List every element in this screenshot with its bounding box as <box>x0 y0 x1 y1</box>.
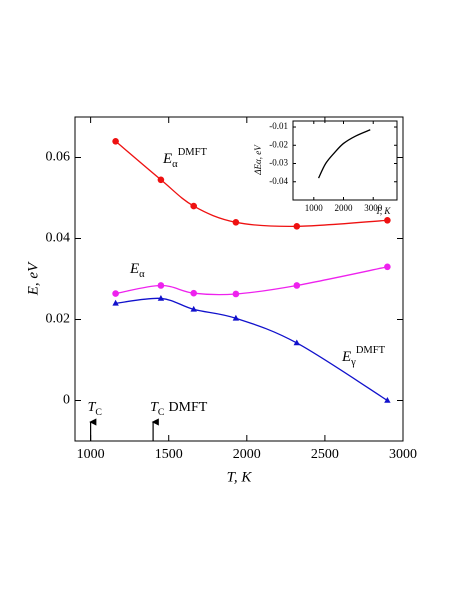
point <box>293 223 301 230</box>
label-suffix: DMFT <box>168 400 207 415</box>
series-label: TC DMFT <box>150 400 208 418</box>
point <box>293 339 300 346</box>
point <box>232 290 240 298</box>
x-tick-label: 2500 <box>311 447 339 462</box>
series-label: TC <box>88 400 102 418</box>
point <box>112 290 119 297</box>
label-sup: DMFT <box>178 147 208 158</box>
x-tick-label: 2000 <box>233 447 261 462</box>
point <box>293 282 301 289</box>
point <box>157 282 165 289</box>
plot-frame <box>292 120 398 201</box>
x-tick-label: 1500 <box>155 447 183 462</box>
label-main: T <box>88 400 97 415</box>
point <box>384 397 391 403</box>
series-label: EγDMFT <box>341 345 386 368</box>
point <box>190 202 198 210</box>
y-axis-label: ΔEα, eV <box>253 144 263 176</box>
y-tick-label: 0.04 <box>46 231 71 246</box>
y-tick-label: -0.03 <box>269 158 288 168</box>
x-axis-label: T, K <box>227 469 253 485</box>
point <box>232 219 240 226</box>
y-tick-label: -0.02 <box>269 139 288 149</box>
point <box>157 176 165 184</box>
x-tick-label: 3000 <box>364 203 383 213</box>
label-main: E <box>341 349 351 365</box>
x-tick-label: 3000 <box>389 447 417 462</box>
x-axis-label: T, K <box>376 206 392 216</box>
series-label: EαDMFT <box>162 147 207 170</box>
y-axis-label: E, eV <box>25 261 41 296</box>
label-sub: α <box>139 269 145 280</box>
x-tick-label: 1000 <box>305 203 324 213</box>
plot-frame <box>74 116 404 442</box>
x-tick-label: 1000 <box>77 447 105 462</box>
label-sup: DMFT <box>356 345 386 356</box>
point <box>190 305 197 312</box>
point <box>190 289 198 297</box>
y-tick-label: 0.06 <box>46 150 71 165</box>
point <box>157 294 165 301</box>
series-line <box>317 129 371 179</box>
label-sub: α <box>172 159 178 170</box>
point <box>112 138 119 145</box>
series-label: Eα <box>129 261 145 280</box>
y-tick-label: 0.02 <box>46 312 71 327</box>
label-sub: γ <box>350 357 356 368</box>
point <box>384 216 391 224</box>
series-line <box>115 266 388 296</box>
label-sub: C <box>95 407 102 418</box>
point <box>112 299 119 306</box>
label-main: E <box>129 261 139 277</box>
x-tick-label: 2000 <box>335 203 354 213</box>
label-main: E <box>162 151 172 167</box>
y-tick-label: -0.01 <box>269 121 288 131</box>
y-tick-label: 0 <box>63 393 70 408</box>
label-sub: C <box>158 407 165 418</box>
label-main: T <box>150 400 159 415</box>
point <box>232 314 240 321</box>
series-line <box>115 140 388 228</box>
point <box>384 263 391 271</box>
y-tick-label: -0.04 <box>269 176 288 186</box>
